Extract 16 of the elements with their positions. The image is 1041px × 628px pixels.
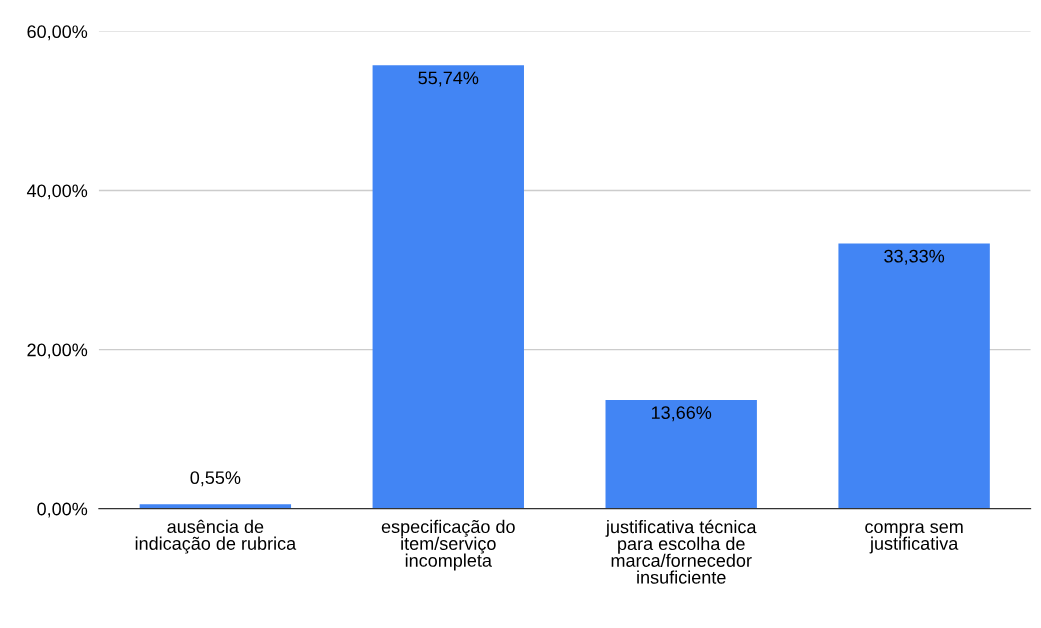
y-tick-label: 40,00% bbox=[26, 184, 88, 200]
data-label: 33,33% bbox=[884, 249, 945, 265]
data-label: 13,66% bbox=[651, 406, 712, 422]
bar bbox=[139, 504, 292, 509]
bar bbox=[605, 400, 757, 509]
x-tick-label: compra sem justificativa bbox=[865, 523, 963, 554]
x-tick-label: especificação do item/serviço incompleta bbox=[381, 519, 515, 571]
x-tick-label: ausência de indicação de rubrica bbox=[135, 519, 297, 554]
y-tick-label: 0,00% bbox=[37, 502, 88, 518]
y-tick-label: 60,00% bbox=[27, 25, 88, 41]
bar bbox=[372, 65, 524, 509]
bar bbox=[838, 243, 990, 509]
data-label: 0,55% bbox=[190, 471, 241, 487]
data-label: 55,74% bbox=[418, 71, 479, 87]
y-tick-label: 20,00% bbox=[27, 343, 88, 359]
x-tick-label: justificativa técnica para escolha de marca/fornecedor insuficiente bbox=[605, 519, 757, 584]
